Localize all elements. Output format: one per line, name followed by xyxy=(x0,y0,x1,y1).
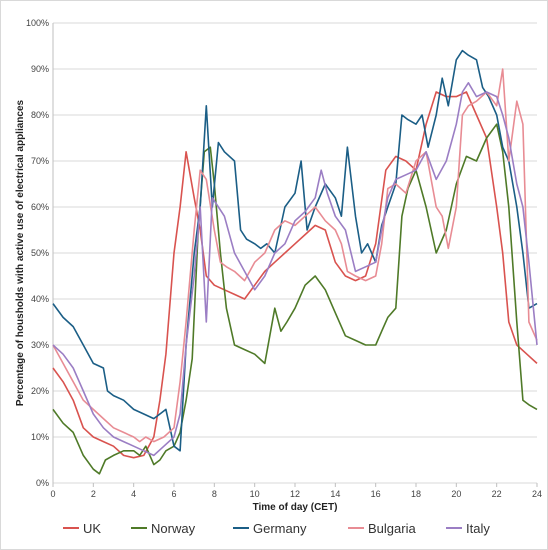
x-tick-label: 14 xyxy=(330,489,340,499)
y-tick-label: 90% xyxy=(31,64,49,74)
y-tick-label: 0% xyxy=(36,478,49,488)
y-tick-label: 70% xyxy=(31,156,49,166)
series-line-bulgaria xyxy=(52,68,538,443)
legend-label-bulgaria: Bulgaria xyxy=(368,521,416,536)
series-line-uk xyxy=(52,91,538,459)
x-tick-label: 10 xyxy=(250,489,260,499)
series-line-germany xyxy=(52,49,538,452)
x-tick-label: 6 xyxy=(171,489,176,499)
x-tick-label: 4 xyxy=(131,489,136,499)
legend-label-germany: Germany xyxy=(253,521,307,536)
legend-label-norway: Norway xyxy=(151,521,196,536)
legend-label-italy: Italy xyxy=(466,521,490,536)
x-axis-title: Time of day (CET) xyxy=(253,502,338,513)
x-tick-label: 18 xyxy=(411,489,421,499)
x-tick-label: 22 xyxy=(492,489,502,499)
y-tick-label: 50% xyxy=(31,248,49,258)
series-lines xyxy=(52,49,538,475)
y-tick-label: 40% xyxy=(31,294,49,304)
legend: UK Norway Germany Bulgaria Italy xyxy=(63,521,490,536)
x-tick-label: 24 xyxy=(532,489,542,499)
series-line-norway xyxy=(52,123,538,475)
y-axis-title: Percentage of housholds with active use … xyxy=(15,99,26,406)
x-tick-label: 20 xyxy=(451,489,461,499)
y-tick-label: 100% xyxy=(26,18,49,28)
x-tick-label: 2 xyxy=(91,489,96,499)
y-tick-label: 60% xyxy=(31,202,49,212)
y-tick-label: 20% xyxy=(31,386,49,396)
y-tick-label: 30% xyxy=(31,340,49,350)
x-tick-label: 16 xyxy=(371,489,381,499)
legend-label-uk: UK xyxy=(83,521,101,536)
x-tick-label: 0 xyxy=(50,489,55,499)
y-tick-label: 10% xyxy=(31,432,49,442)
x-tick-label: 12 xyxy=(290,489,300,499)
grid-lines xyxy=(52,22,537,484)
y-tick-label: 80% xyxy=(31,110,49,120)
y-axis-ticks: 0% 10% 20% 30% 40% 50% 60% 70% 80% 90% 100% xyxy=(26,18,49,488)
x-tick-label: 8 xyxy=(212,489,217,499)
x-axis-ticks: 0 2 4 6 8 10 12 14 16 18 20 22 24 xyxy=(50,483,542,499)
series-line-italy xyxy=(52,82,538,457)
